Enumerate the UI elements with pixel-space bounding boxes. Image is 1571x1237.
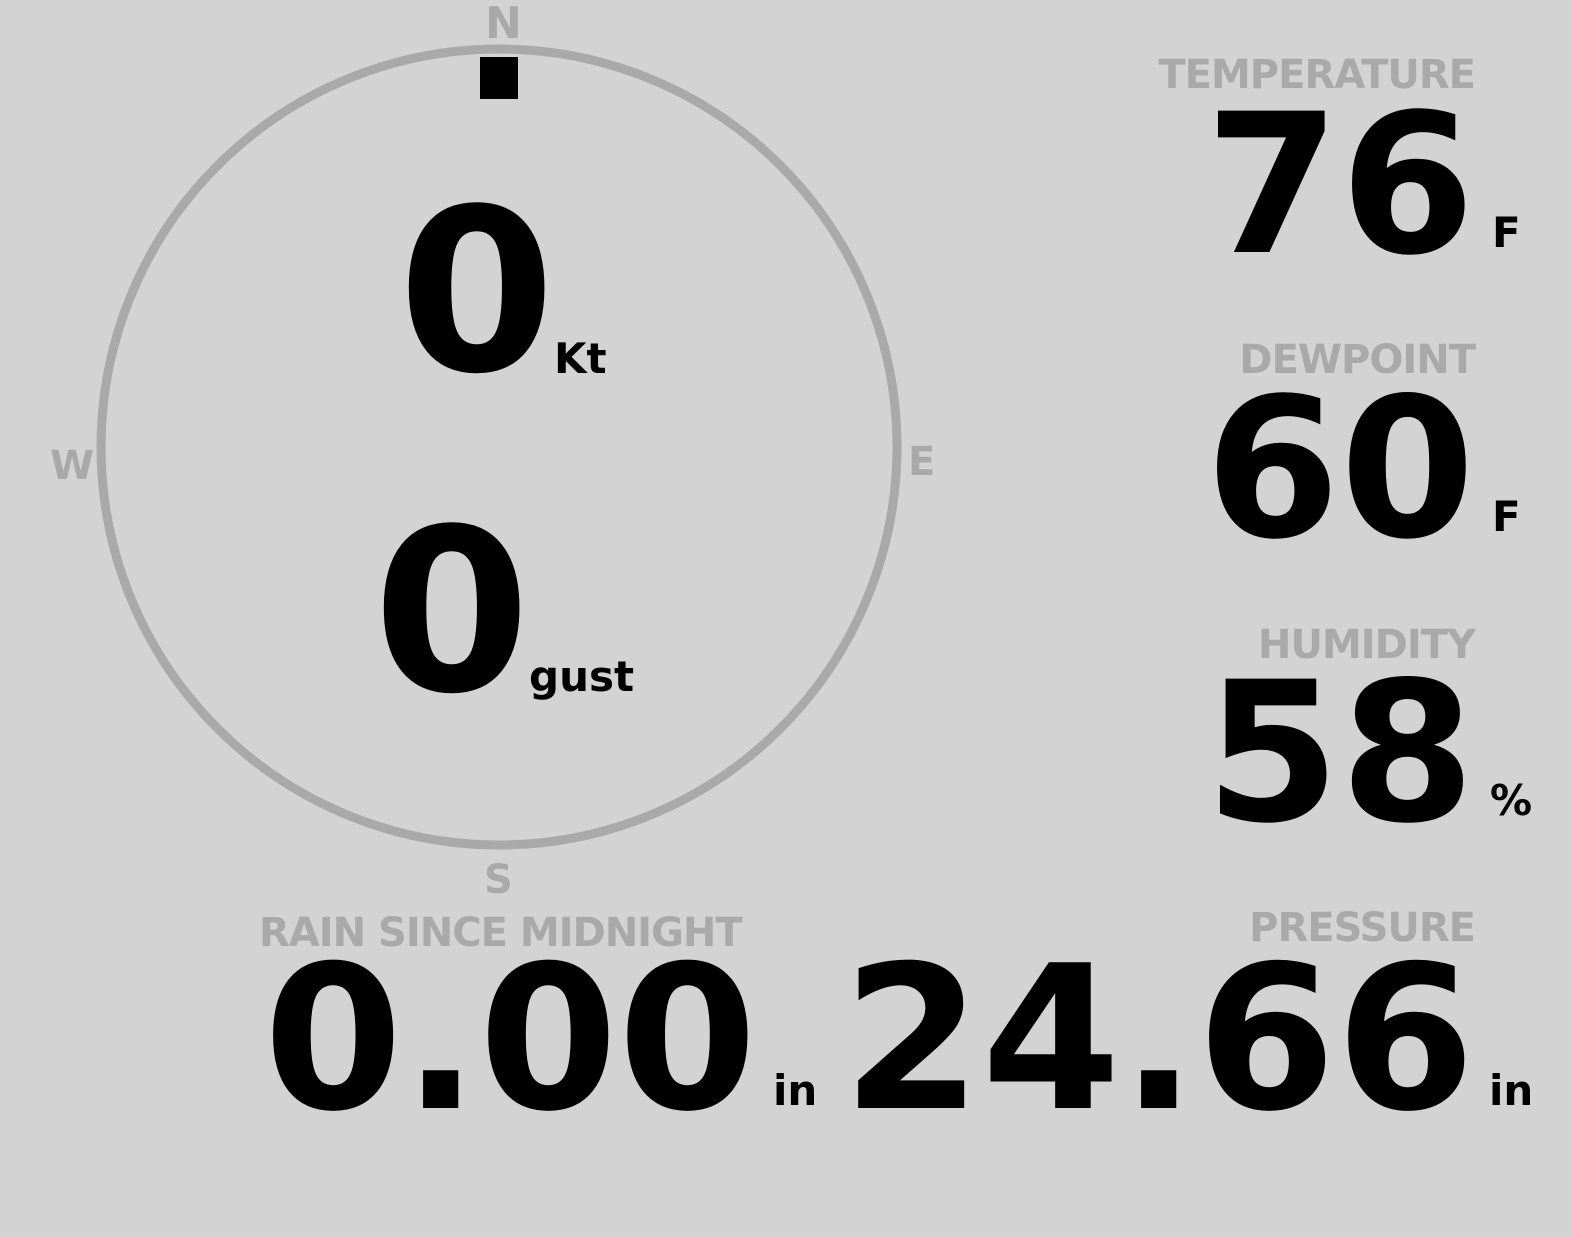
- humidity-label: HUMIDITY: [1258, 622, 1476, 668]
- humidity-unit: %: [1490, 776, 1533, 825]
- wind-gust-unit: gust: [529, 652, 635, 701]
- temperature-label: TEMPERATURE: [1158, 52, 1476, 98]
- pressure-label: PRESSURE: [1249, 905, 1476, 951]
- temperature-unit: F: [1492, 208, 1521, 257]
- dewpoint-value: 60: [1205, 356, 1475, 582]
- pressure-value: 24.66: [842, 923, 1475, 1156]
- compass-ring: [96, 44, 902, 850]
- compass-north: N: [485, 0, 522, 49]
- humidity-value: 58: [1205, 640, 1475, 866]
- wind-compass: [96, 44, 902, 850]
- wind-speed-value: 0: [398, 161, 556, 424]
- temperature-value: 76: [1205, 72, 1475, 298]
- dewpoint-label: DEWPOINT: [1239, 337, 1476, 383]
- rain-label: RAIN SINCE MIDNIGHT: [259, 910, 743, 956]
- rain-value: 0.00: [263, 923, 757, 1156]
- pressure-unit: in: [1489, 1066, 1534, 1115]
- wind-direction-marker: [480, 57, 518, 99]
- wind-speed-unit: Kt: [554, 334, 607, 383]
- compass-west: W: [50, 443, 95, 489]
- compass-east: E: [908, 439, 936, 485]
- compass-south: S: [484, 857, 513, 903]
- dewpoint-unit: F: [1492, 492, 1521, 541]
- rain-unit: in: [773, 1066, 818, 1115]
- wind-gust-value: 0: [373, 481, 531, 744]
